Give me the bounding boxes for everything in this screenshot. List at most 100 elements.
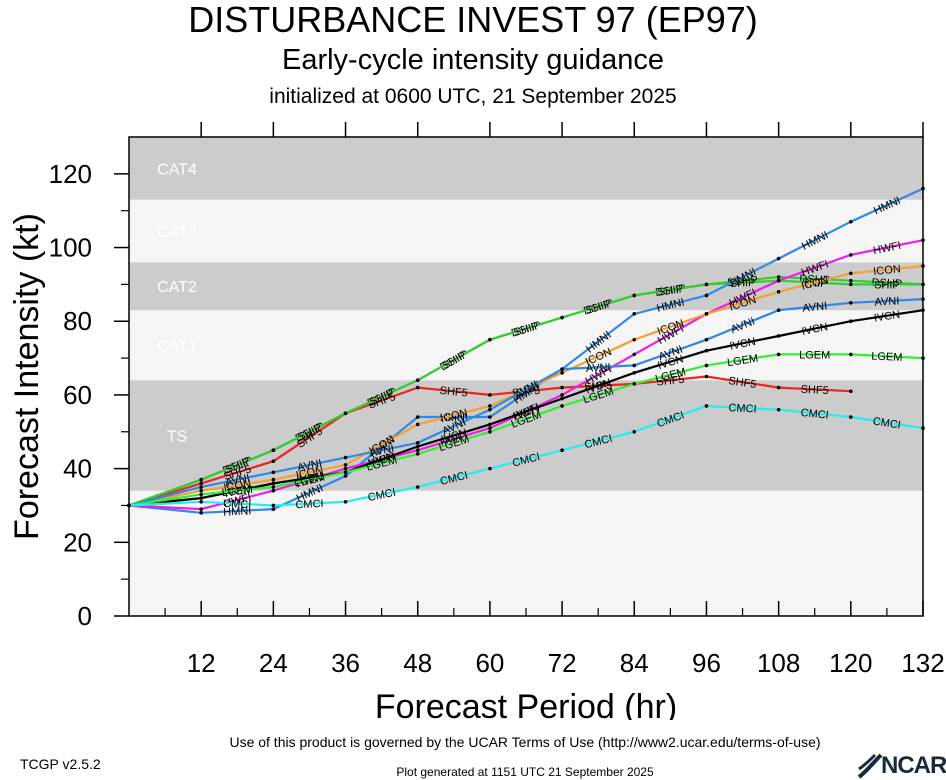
series-label: CMCI — [800, 407, 829, 422]
series-label: AVNI — [586, 362, 611, 375]
version-label: TCGP v2.5.2 — [20, 756, 101, 772]
data-point — [849, 271, 853, 276]
data-point — [488, 337, 492, 342]
series-label: IVCN — [873, 309, 901, 325]
data-point — [776, 352, 781, 357]
data-point — [488, 404, 492, 408]
data-point — [560, 393, 564, 397]
data-point — [271, 485, 276, 489]
series-label: LGEM — [871, 350, 903, 364]
data-point — [199, 485, 203, 489]
data-point — [704, 293, 709, 298]
data-point — [415, 485, 420, 489]
generated-time: Plot generated at 1151 UTC 21 September … — [396, 765, 654, 779]
band-label: CAT4 — [157, 161, 197, 178]
data-point — [199, 507, 203, 511]
terms-of-use-notice: Use of this product is governed by the U… — [229, 734, 821, 750]
series-label: HWFI — [872, 240, 902, 257]
y-tick-label: 120 — [49, 159, 92, 189]
y-tick-label: 40 — [63, 454, 92, 484]
y-tick-label: 0 — [78, 601, 92, 631]
data-point — [415, 452, 420, 456]
data-point — [560, 315, 564, 320]
series-line — [128, 187, 924, 514]
series-label: CMCI — [872, 415, 902, 431]
data-point — [921, 426, 925, 430]
series-label: CMCI — [295, 498, 324, 511]
data-point — [199, 477, 203, 482]
data-point — [560, 404, 564, 408]
series-label: SHF5 — [728, 375, 758, 391]
data-point — [776, 275, 781, 279]
data-point — [849, 278, 853, 283]
data-point — [415, 441, 420, 445]
series-label: CMCI — [728, 402, 757, 415]
data-point — [632, 429, 637, 434]
data-point — [921, 186, 925, 191]
x-tick-label: 12 — [187, 648, 216, 678]
data-point — [560, 385, 564, 390]
intensity-band — [129, 310, 923, 381]
data-point — [632, 337, 637, 342]
data-point — [704, 363, 709, 368]
data-point — [849, 253, 853, 257]
data-point — [271, 481, 276, 486]
series-label: LGEM — [799, 349, 830, 361]
chart-title: DISTURBANCE INVEST 97 (EP97) — [188, 0, 758, 40]
intensity-band — [129, 199, 923, 263]
data-point — [199, 496, 203, 500]
series-line — [128, 353, 924, 507]
data-point — [921, 356, 925, 360]
data-point — [776, 278, 781, 283]
x-tick-label: 48 — [403, 648, 432, 678]
data-point — [632, 293, 637, 298]
intensity-band — [129, 490, 923, 616]
data-point — [921, 238, 925, 242]
data-point — [776, 385, 781, 390]
x-tick-label: 60 — [475, 648, 504, 678]
series-label: SHIP — [874, 279, 900, 291]
band-label: TS — [167, 428, 187, 445]
data-point — [343, 463, 348, 467]
series-label: LGEM — [726, 353, 759, 370]
series-label: AVNI — [296, 458, 323, 475]
data-point — [632, 352, 637, 357]
data-point — [849, 415, 853, 419]
x-tick-label: 36 — [331, 648, 360, 678]
series-line — [128, 279, 923, 507]
y-tick-label: 60 — [63, 380, 92, 410]
data-point — [704, 337, 709, 342]
data-point — [199, 511, 203, 515]
data-point — [632, 312, 637, 316]
intensity-band — [129, 262, 923, 311]
data-point — [343, 455, 348, 460]
data-point — [343, 474, 348, 478]
data-point — [921, 308, 925, 312]
ncar-logo-mark-icon — [857, 753, 883, 779]
data-point — [343, 466, 348, 471]
data-point — [415, 444, 420, 449]
ncar-logo: NCAR — [857, 750, 946, 780]
data-point — [704, 312, 709, 316]
y-tick-label: 80 — [63, 306, 92, 336]
x-tick-label: 96 — [692, 648, 721, 678]
data-point — [199, 481, 203, 486]
series-line — [128, 298, 924, 507]
intensity-band — [129, 137, 923, 200]
data-point — [271, 488, 276, 493]
data-point — [271, 459, 276, 464]
data-point — [415, 415, 420, 419]
data-point — [776, 407, 781, 412]
data-point — [849, 301, 853, 305]
x-tick-label: 120 — [829, 648, 872, 678]
data-point — [849, 352, 853, 357]
series-label: LGEM — [221, 484, 253, 499]
data-point — [704, 404, 709, 408]
data-point — [921, 297, 925, 301]
series-label: HMNI — [440, 412, 468, 424]
data-point — [776, 289, 781, 294]
series-label: AVNI — [368, 443, 395, 460]
series-label: SHIP — [657, 283, 684, 299]
chart-subtitle: Early-cycle intensity guidance — [281, 44, 664, 76]
data-point — [415, 378, 420, 382]
